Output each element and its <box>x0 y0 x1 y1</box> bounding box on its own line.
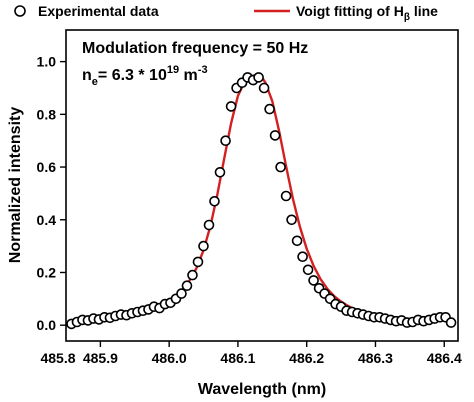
data-point <box>286 214 297 226</box>
data-point <box>291 235 303 247</box>
data-point <box>214 167 226 178</box>
plot-frame <box>65 29 459 342</box>
data-marks <box>66 72 457 330</box>
x-tick-label: 486.4 <box>427 350 462 366</box>
data-point <box>176 288 187 299</box>
x-tick-label: 486.3 <box>358 350 393 366</box>
data-point <box>209 196 220 207</box>
legend: Experimental data Voigt fitting of Hβ li… <box>14 3 438 23</box>
data-point <box>192 256 204 268</box>
x-axis-title: Wavelength (nm) <box>198 381 326 398</box>
data-point <box>253 72 264 83</box>
axis-ticks: 485.8 485.9 486.0 486.1 486.2 486.3 486.4 0.0 0.… <box>37 54 462 366</box>
y-tick-label: 0.0 <box>37 317 57 333</box>
data-point <box>220 135 231 146</box>
legend-label-experimental: Experimental data <box>38 3 159 19</box>
data-point <box>225 101 237 112</box>
data-point <box>181 280 193 292</box>
x-tick-label: 486.0 <box>152 350 187 366</box>
data-point <box>308 275 319 286</box>
y-tick-label: 1.0 <box>37 54 57 70</box>
data-point <box>280 190 292 202</box>
data-point <box>264 103 275 115</box>
y-tick-label: 0.4 <box>37 212 57 228</box>
voigt-fit-line <box>71 74 452 323</box>
legend-label-voigt: Voigt fitting of Hβ line <box>296 3 438 23</box>
y-tick-label: 0.8 <box>37 106 57 122</box>
data-point <box>445 317 457 328</box>
data-point <box>203 219 215 231</box>
x-tick-label: 486.2 <box>289 350 324 366</box>
data-point <box>198 240 209 252</box>
annotation-modulation-frequency: Modulation frequency = 50 Hz <box>82 40 308 57</box>
data-point <box>275 161 286 173</box>
annotation-electron-density: ne= 6.3 * 1019 m-3 <box>82 64 208 88</box>
data-point <box>187 269 198 281</box>
data-point <box>302 264 314 276</box>
y-tick-label: 0.2 <box>37 264 57 280</box>
x-tick-label: 486.1 <box>220 350 255 366</box>
x-tick-label: 485.8 <box>40 350 75 366</box>
y-tick-label: 0.6 <box>37 159 57 175</box>
x-tick-label: 485.9 <box>83 350 118 366</box>
data-point <box>297 251 308 263</box>
y-axis-title: Normalized intensity <box>7 107 24 264</box>
data-point <box>258 82 270 94</box>
legend-marker-experimental <box>14 5 26 17</box>
data-point <box>269 130 281 141</box>
